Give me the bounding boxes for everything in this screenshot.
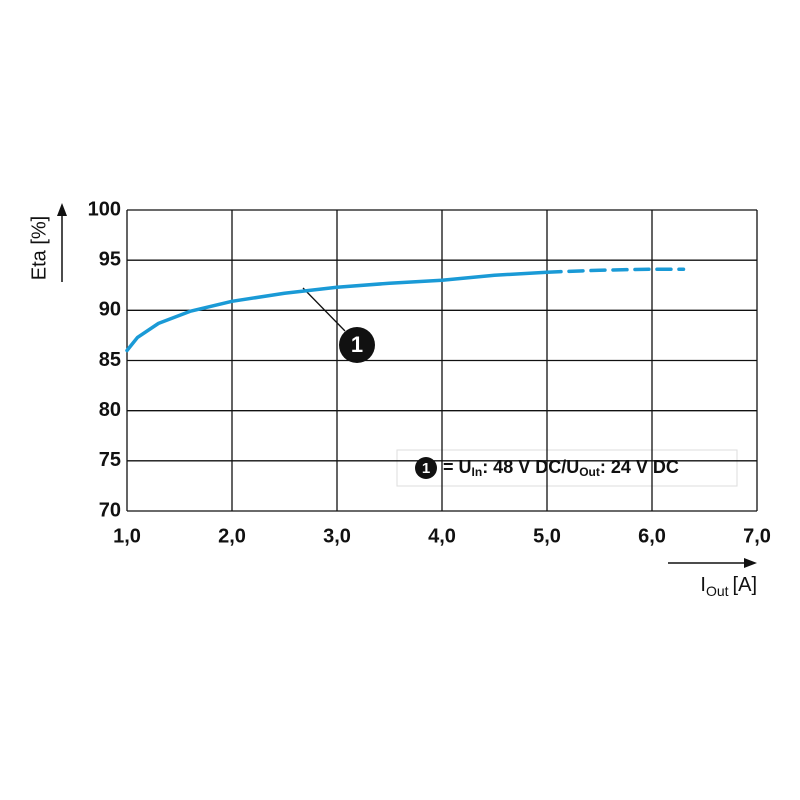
y-tick-label: 90: [99, 299, 121, 321]
x-tick-label: 6,0: [638, 525, 666, 547]
y-tick-label: 100: [88, 198, 121, 220]
annotation-number: 1: [422, 460, 430, 477]
x-label-sub: Out: [706, 583, 729, 599]
y-tick-label: 80: [99, 399, 121, 421]
x-axis-label: IOut [A]: [700, 574, 757, 598]
x-tick-label: 7,0: [743, 525, 771, 547]
series-line: [125, 270, 549, 353]
annotation-part: : 48 V DC/U: [482, 457, 579, 477]
y-axis-arrowhead: [57, 203, 67, 216]
y-tick-label: 75: [99, 449, 121, 471]
annotation-part: : 24 V DC: [600, 457, 679, 477]
y-tick-label: 95: [99, 248, 121, 270]
y-tick-label: 85: [99, 349, 121, 371]
callout-number: 1: [351, 332, 363, 357]
annotation-part: = U: [443, 457, 472, 477]
x-axis-arrowhead: [744, 558, 757, 568]
x-tick-label: 3,0: [323, 525, 351, 547]
annotation-text: = UIn: 48 V DC/UOut: 24 V DC: [443, 457, 679, 479]
x-label-unit: [A]: [733, 574, 757, 596]
annotation-subscript: In: [472, 465, 483, 479]
x-tick-label: 5,0: [533, 525, 561, 547]
y-tick-label: 70: [99, 499, 121, 521]
x-label-main: I: [700, 574, 706, 596]
x-tick-label: 2,0: [218, 525, 246, 547]
annotation-subscript: Out: [579, 465, 600, 479]
x-tick-label: 1,0: [113, 525, 141, 547]
callout-leader: [302, 287, 346, 332]
annotation-box: [396, 449, 738, 487]
grid: [126, 209, 758, 512]
y-axis-label: Eta [%]: [28, 216, 50, 280]
callout-marker: [339, 327, 375, 363]
series-line: [545, 267, 686, 274]
x-tick-label: 4,0: [428, 525, 456, 547]
annotation-marker: [415, 457, 437, 479]
